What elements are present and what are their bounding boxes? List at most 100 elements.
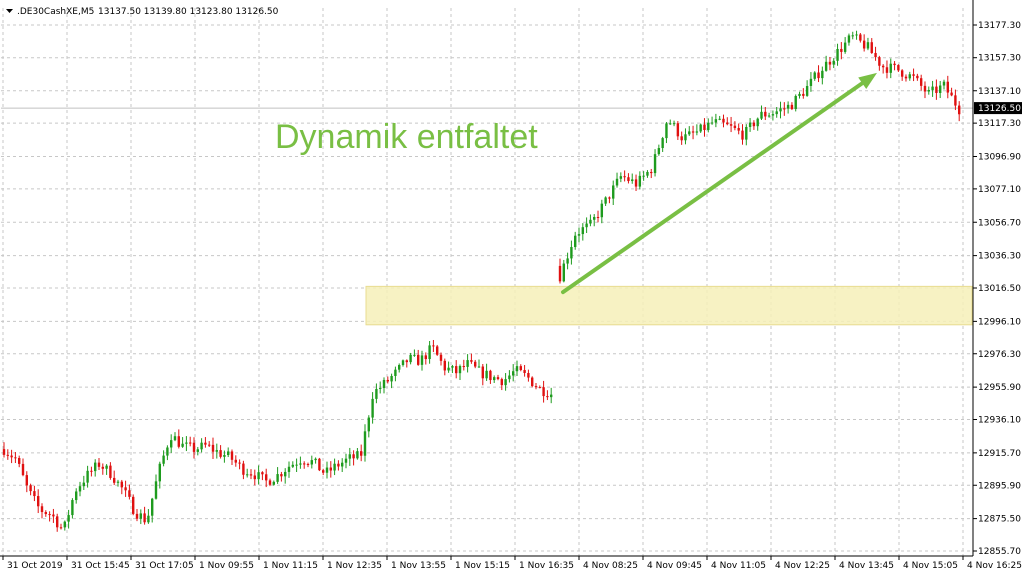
candle-body [570,247,573,259]
candle-body [615,178,619,186]
candle-body [657,148,661,155]
candle-body [447,367,450,371]
candle-body [242,463,245,475]
y-tick-label: 12915.70 [978,449,1021,459]
candle-body [132,496,135,514]
candle-body [401,360,405,366]
candle-body [82,482,85,487]
candle-body [919,78,923,86]
candle-body [246,474,249,476]
candle-body [542,387,545,397]
candle-body [821,70,824,79]
grid-lines [1,8,973,556]
y-tick-label: 12996.10 [978,317,1021,327]
candle-body [593,216,596,220]
candle-body [596,216,600,218]
candle-body [741,130,744,140]
candle-body [512,371,515,376]
candle-body [25,475,28,486]
dropdown-triangle-icon[interactable] [6,9,13,13]
candle-body [75,491,78,501]
candle-body [33,491,36,497]
candle-body [253,475,256,480]
candle-body [802,93,805,96]
y-tick-label: 12936.10 [978,416,1021,426]
candle-body [916,75,919,79]
candle-body [314,458,317,461]
candle-body [154,481,158,499]
x-tick-label: 1 Nov 11:15 [263,561,318,571]
candle-body [143,513,146,523]
candle-body [325,467,329,473]
candle-body [824,61,828,71]
candle-body [234,459,237,463]
candle-body [120,481,123,488]
candle-body [843,42,847,52]
candle-body [710,122,714,124]
candle-body [650,171,653,174]
candle-body [348,454,351,459]
candle-body [938,85,942,93]
candle-body [481,366,484,379]
candle-body [139,513,142,519]
y-tick-label: 12855.70 [978,547,1021,557]
candle-body [67,515,70,522]
candle-body [230,451,234,460]
candle-body [893,63,896,66]
candle-body [809,78,813,86]
candle-body [798,93,801,96]
candle-body [14,457,17,459]
x-tick-label: 4 Nov 12:25 [775,561,830,571]
candle-body [291,464,294,467]
candle-body [113,477,116,483]
candle-body [6,454,9,456]
candle-body [581,227,585,235]
candle-body [531,377,534,387]
x-tick-label: 31 Oct 2019 [7,561,63,571]
candle-body [219,450,222,457]
candle-body [86,470,89,483]
candle-body [189,442,192,444]
candle-body [379,388,382,390]
x-tick-label: 1 Nov 12:35 [327,561,382,571]
candle-body [223,454,226,457]
candle-body [756,118,759,127]
candle-body [813,72,816,79]
candle-body [128,490,131,497]
candle-body [538,387,541,389]
candle-body [508,375,511,380]
candle-body [18,458,21,464]
candle-body [417,354,420,365]
candle-body [771,114,775,116]
candle-body [185,442,188,444]
candle-body [737,128,740,131]
annotation-label: Dynamik entfaltet [275,118,538,156]
candle-body [881,65,885,68]
x-tick-label: 4 Nov 13:45 [839,561,894,571]
candle-body [360,451,363,456]
candle-body [196,449,199,452]
candle-body [855,34,858,36]
y-tick-label: 12976.30 [978,350,1021,360]
candle-body [783,108,786,110]
candle-body [745,127,748,140]
candle-body [166,447,169,456]
candle-body [287,466,291,472]
candle-body [466,360,469,367]
candle-body [405,360,408,363]
candle-body [688,131,691,135]
candle-body [78,486,82,492]
candle-body [451,366,454,368]
candle-body [566,258,569,264]
candle-body [215,450,218,452]
symbol-label: .DE30CashXE,M5 [17,7,94,17]
candle-body [714,119,718,123]
candle-body [363,431,367,456]
candle-body [329,467,332,471]
candle-body [589,219,592,224]
candle-body [29,485,32,492]
y-tick-label: 12895.90 [978,481,1021,491]
x-tick-label: 31 Oct 15:45 [71,561,130,571]
candle-body [707,122,710,130]
candle-body [695,131,699,133]
